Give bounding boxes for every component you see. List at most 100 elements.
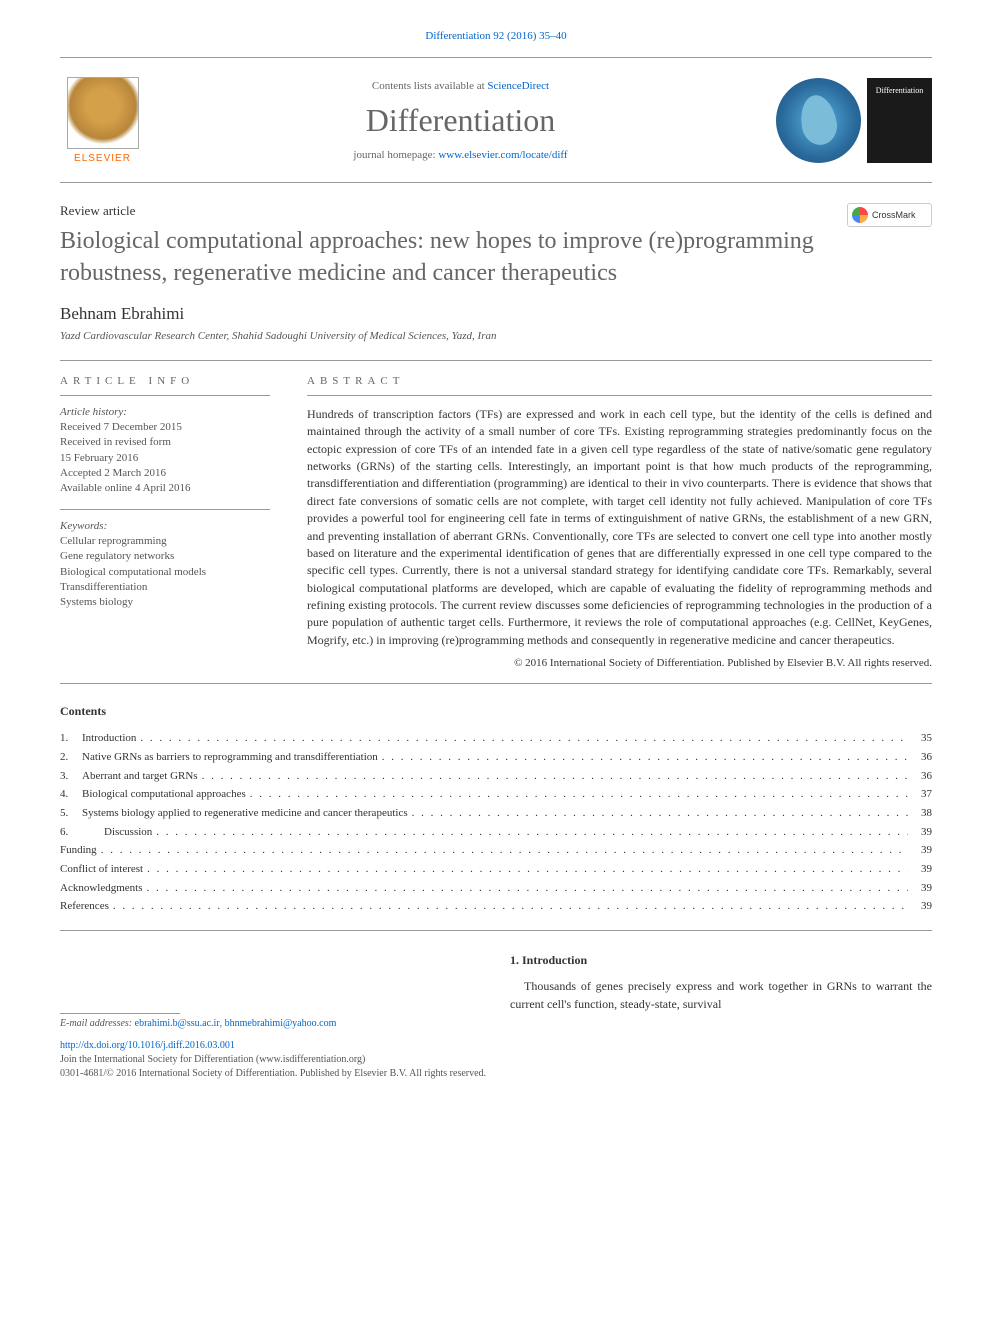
toc-label: Systems biology applied to regenerative … (82, 804, 408, 823)
keyword: Systems biology (60, 595, 270, 610)
author-affiliation: Yazd Cardiovascular Research Center, Sha… (60, 330, 932, 342)
footnote-rule (60, 1013, 180, 1014)
toc-row[interactable]: 1. Introduction . . . . . . . . . . . . … (60, 729, 932, 748)
toc-page: 39 (908, 897, 932, 916)
toc-label: Biological computational approaches (82, 785, 246, 804)
sciencedirect-link[interactable]: ScienceDirect (487, 80, 549, 92)
abstract-copyright: © 2016 International Society of Differen… (307, 657, 932, 669)
journal-title: Differentiation (145, 102, 776, 139)
homepage-link[interactable]: www.elsevier.com/locate/diff (438, 149, 567, 161)
body-left-column: E-mail addresses: ebrahimi.b@ssu.ac.ir, … (60, 953, 480, 1029)
toc-label: Conflict of interest (60, 860, 143, 879)
history-line: Accepted 2 March 2016 (60, 466, 270, 481)
keyword: Transdifferentiation (60, 580, 270, 595)
toc-page: 36 (908, 767, 932, 786)
toc-dots: . . . . . . . . . . . . . . . . . . . . … (198, 767, 908, 786)
toc-row[interactable]: 3. Aberrant and target GRNs . . . . . . … (60, 767, 932, 786)
toc-label: Native GRNs as barriers to reprogramming… (82, 748, 378, 767)
toc-label: Acknowledgments (60, 879, 142, 898)
article-type-row: Review article Biological computational … (60, 203, 932, 304)
toc-num: 1. (60, 729, 82, 748)
toc-dots: . . . . . . . . . . . . . . . . . . . . … (246, 785, 908, 804)
toc-row[interactable]: Acknowledgments . . . . . . . . . . . . … (60, 879, 932, 898)
toc-num: 2. (60, 748, 82, 767)
toc-page: 39 (908, 823, 932, 842)
toc-row[interactable]: Conflict of interest . . . . . . . . . .… (60, 860, 932, 879)
email-footnote: E-mail addresses: ebrahimi.b@ssu.ac.ir, … (60, 1018, 480, 1029)
toc-label: References (60, 897, 109, 916)
page-container: Differentiation 92 (2016) 35–40 ELSEVIER… (0, 0, 992, 1121)
toc-num: 6. (60, 823, 82, 842)
history-line: Received 7 December 2015 (60, 420, 270, 435)
toc-label: Discussion (104, 823, 152, 842)
society-logo-icon (776, 78, 861, 163)
article-info-column: ARTICLE INFO Article history: Received 7… (60, 361, 285, 683)
abstract-header: ABSTRACT (307, 375, 932, 396)
abstract-text: Hundreds of transcription factors (TFs) … (307, 406, 932, 649)
history-line: 15 February 2016 (60, 451, 270, 466)
email-link-1[interactable]: ebrahimi.b@ssu.ac.ir (135, 1018, 220, 1029)
page-footer-block: http://dx.doi.org/10.1016/j.diff.2016.03… (60, 1039, 932, 1081)
contents-available-line: Contents lists available at ScienceDirec… (145, 80, 776, 92)
homepage-prefix: journal homepage: (353, 149, 438, 161)
toc-page: 36 (908, 748, 932, 767)
toc-dots: . . . . . . . . . . . . . . . . . . . . … (97, 841, 908, 860)
toc-dots: . . . . . . . . . . . . . . . . . . . . … (143, 860, 908, 879)
toc-page: 38 (908, 804, 932, 823)
keywords-label: Keywords: (60, 509, 270, 532)
history-line: Available online 4 April 2016 (60, 481, 270, 496)
article-type: Review article (60, 203, 830, 219)
toc-row[interactable]: Funding . . . . . . . . . . . . . . . . … (60, 841, 932, 860)
elsevier-label: ELSEVIER (74, 153, 131, 164)
toc-num: 5. (60, 804, 82, 823)
left-stack: Review article Biological computational … (60, 203, 830, 304)
toc-dots: . . . . . . . . . . . . . . . . . . . . … (408, 804, 908, 823)
body-right-column: 1. Introduction Thousands of genes preci… (510, 953, 932, 1029)
journal-header: ELSEVIER Contents lists available at Sci… (60, 57, 932, 183)
author-name: Behnam Ebrahimi (60, 304, 932, 324)
email-label: E-mail addresses: (60, 1018, 135, 1029)
intro-paragraph: Thousands of genes precisely express and… (510, 978, 932, 1013)
contents-header: Contents (60, 704, 932, 719)
info-abstract-row: ARTICLE INFO Article history: Received 7… (60, 360, 932, 684)
toc-row[interactable]: References . . . . . . . . . . . . . . .… (60, 897, 932, 916)
abstract-column: ABSTRACT Hundreds of transcription facto… (285, 361, 932, 683)
issn-copyright-line: 0301-4681/© 2016 International Society o… (60, 1067, 932, 1081)
doi-link[interactable]: http://dx.doi.org/10.1016/j.diff.2016.03… (60, 1040, 235, 1051)
toc-label: Aberrant and target GRNs (82, 767, 198, 786)
elsevier-logo[interactable]: ELSEVIER (60, 70, 145, 170)
toc-dots: . . . . . . . . . . . . . . . . . . . . … (136, 729, 908, 748)
article-title: Biological computational approaches: new… (60, 225, 830, 290)
toc-row[interactable]: 2. Native GRNs as barriers to reprogramm… (60, 748, 932, 767)
body-columns: E-mail addresses: ebrahimi.b@ssu.ac.ir, … (60, 953, 932, 1029)
toc-dots: . . . . . . . . . . . . . . . . . . . . … (142, 879, 908, 898)
toc-page: 37 (908, 785, 932, 804)
join-society-line: Join the International Society for Diffe… (60, 1053, 932, 1067)
header-center: Contents lists available at ScienceDirec… (145, 80, 776, 161)
email-link-2[interactable]: bhnmebrahimi@yahoo.com (225, 1018, 337, 1029)
toc-dots: . . . . . . . . . . . . . . . . . . . . … (378, 748, 908, 767)
header-right-logos: Differentiation (776, 78, 932, 163)
table-of-contents: 1. Introduction . . . . . . . . . . . . … (60, 729, 932, 931)
section-heading-intro: 1. Introduction (510, 953, 932, 968)
toc-num: 3. (60, 767, 82, 786)
toc-row[interactable]: 5. Systems biology applied to regenerati… (60, 804, 932, 823)
toc-dots: . . . . . . . . . . . . . . . . . . . . … (152, 823, 908, 842)
toc-row[interactable]: 6. Discussion . . . . . . . . . . . . . … (60, 823, 932, 842)
crossmark-icon (852, 207, 868, 223)
toc-label: Funding (60, 841, 97, 860)
toc-indent (82, 823, 104, 842)
toc-dots: . . . . . . . . . . . . . . . . . . . . … (109, 897, 908, 916)
elsevier-tree-icon (67, 77, 139, 149)
journal-cover-thumb: Differentiation (867, 78, 932, 163)
history-line: Received in revised form (60, 435, 270, 450)
keyword: Gene regulatory networks (60, 549, 270, 564)
toc-row[interactable]: 4. Biological computational approaches .… (60, 785, 932, 804)
toc-num: 4. (60, 785, 82, 804)
article-info-header: ARTICLE INFO (60, 375, 270, 396)
top-citation[interactable]: Differentiation 92 (2016) 35–40 (60, 30, 932, 42)
keyword: Biological computational models (60, 565, 270, 580)
toc-label: Introduction (82, 729, 136, 748)
crossmark-badge[interactable]: CrossMark (847, 203, 932, 227)
toc-page: 39 (908, 841, 932, 860)
